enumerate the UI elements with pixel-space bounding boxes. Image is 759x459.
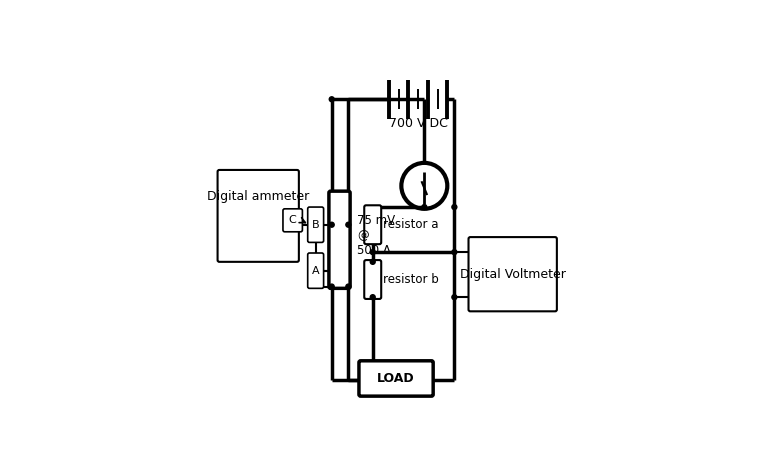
Circle shape (329, 222, 334, 227)
Circle shape (346, 222, 351, 227)
FancyBboxPatch shape (329, 191, 350, 288)
FancyBboxPatch shape (218, 170, 299, 262)
Circle shape (329, 284, 334, 289)
FancyBboxPatch shape (283, 209, 302, 232)
Text: Digital Voltmeter: Digital Voltmeter (460, 268, 565, 281)
Circle shape (452, 205, 457, 209)
Text: A: A (312, 266, 320, 276)
FancyBboxPatch shape (359, 361, 433, 396)
FancyBboxPatch shape (307, 207, 323, 242)
Circle shape (370, 295, 375, 300)
Circle shape (370, 250, 375, 255)
Text: Digital ammeter: Digital ammeter (207, 190, 310, 203)
Text: C: C (289, 215, 297, 225)
Circle shape (346, 284, 351, 289)
Text: resistor a: resistor a (383, 218, 439, 231)
Text: 700 V DC: 700 V DC (389, 118, 448, 130)
FancyBboxPatch shape (468, 237, 557, 311)
Circle shape (370, 259, 375, 264)
Text: LOAD: LOAD (377, 372, 415, 385)
Circle shape (422, 205, 427, 209)
FancyBboxPatch shape (307, 253, 323, 288)
Text: B: B (312, 220, 320, 230)
Text: 75 mV
@
500 A: 75 mV @ 500 A (357, 213, 395, 257)
Circle shape (452, 295, 457, 300)
Text: resistor b: resistor b (383, 273, 439, 286)
Circle shape (329, 97, 334, 102)
FancyBboxPatch shape (364, 205, 381, 244)
Circle shape (452, 250, 457, 255)
FancyBboxPatch shape (364, 260, 381, 299)
